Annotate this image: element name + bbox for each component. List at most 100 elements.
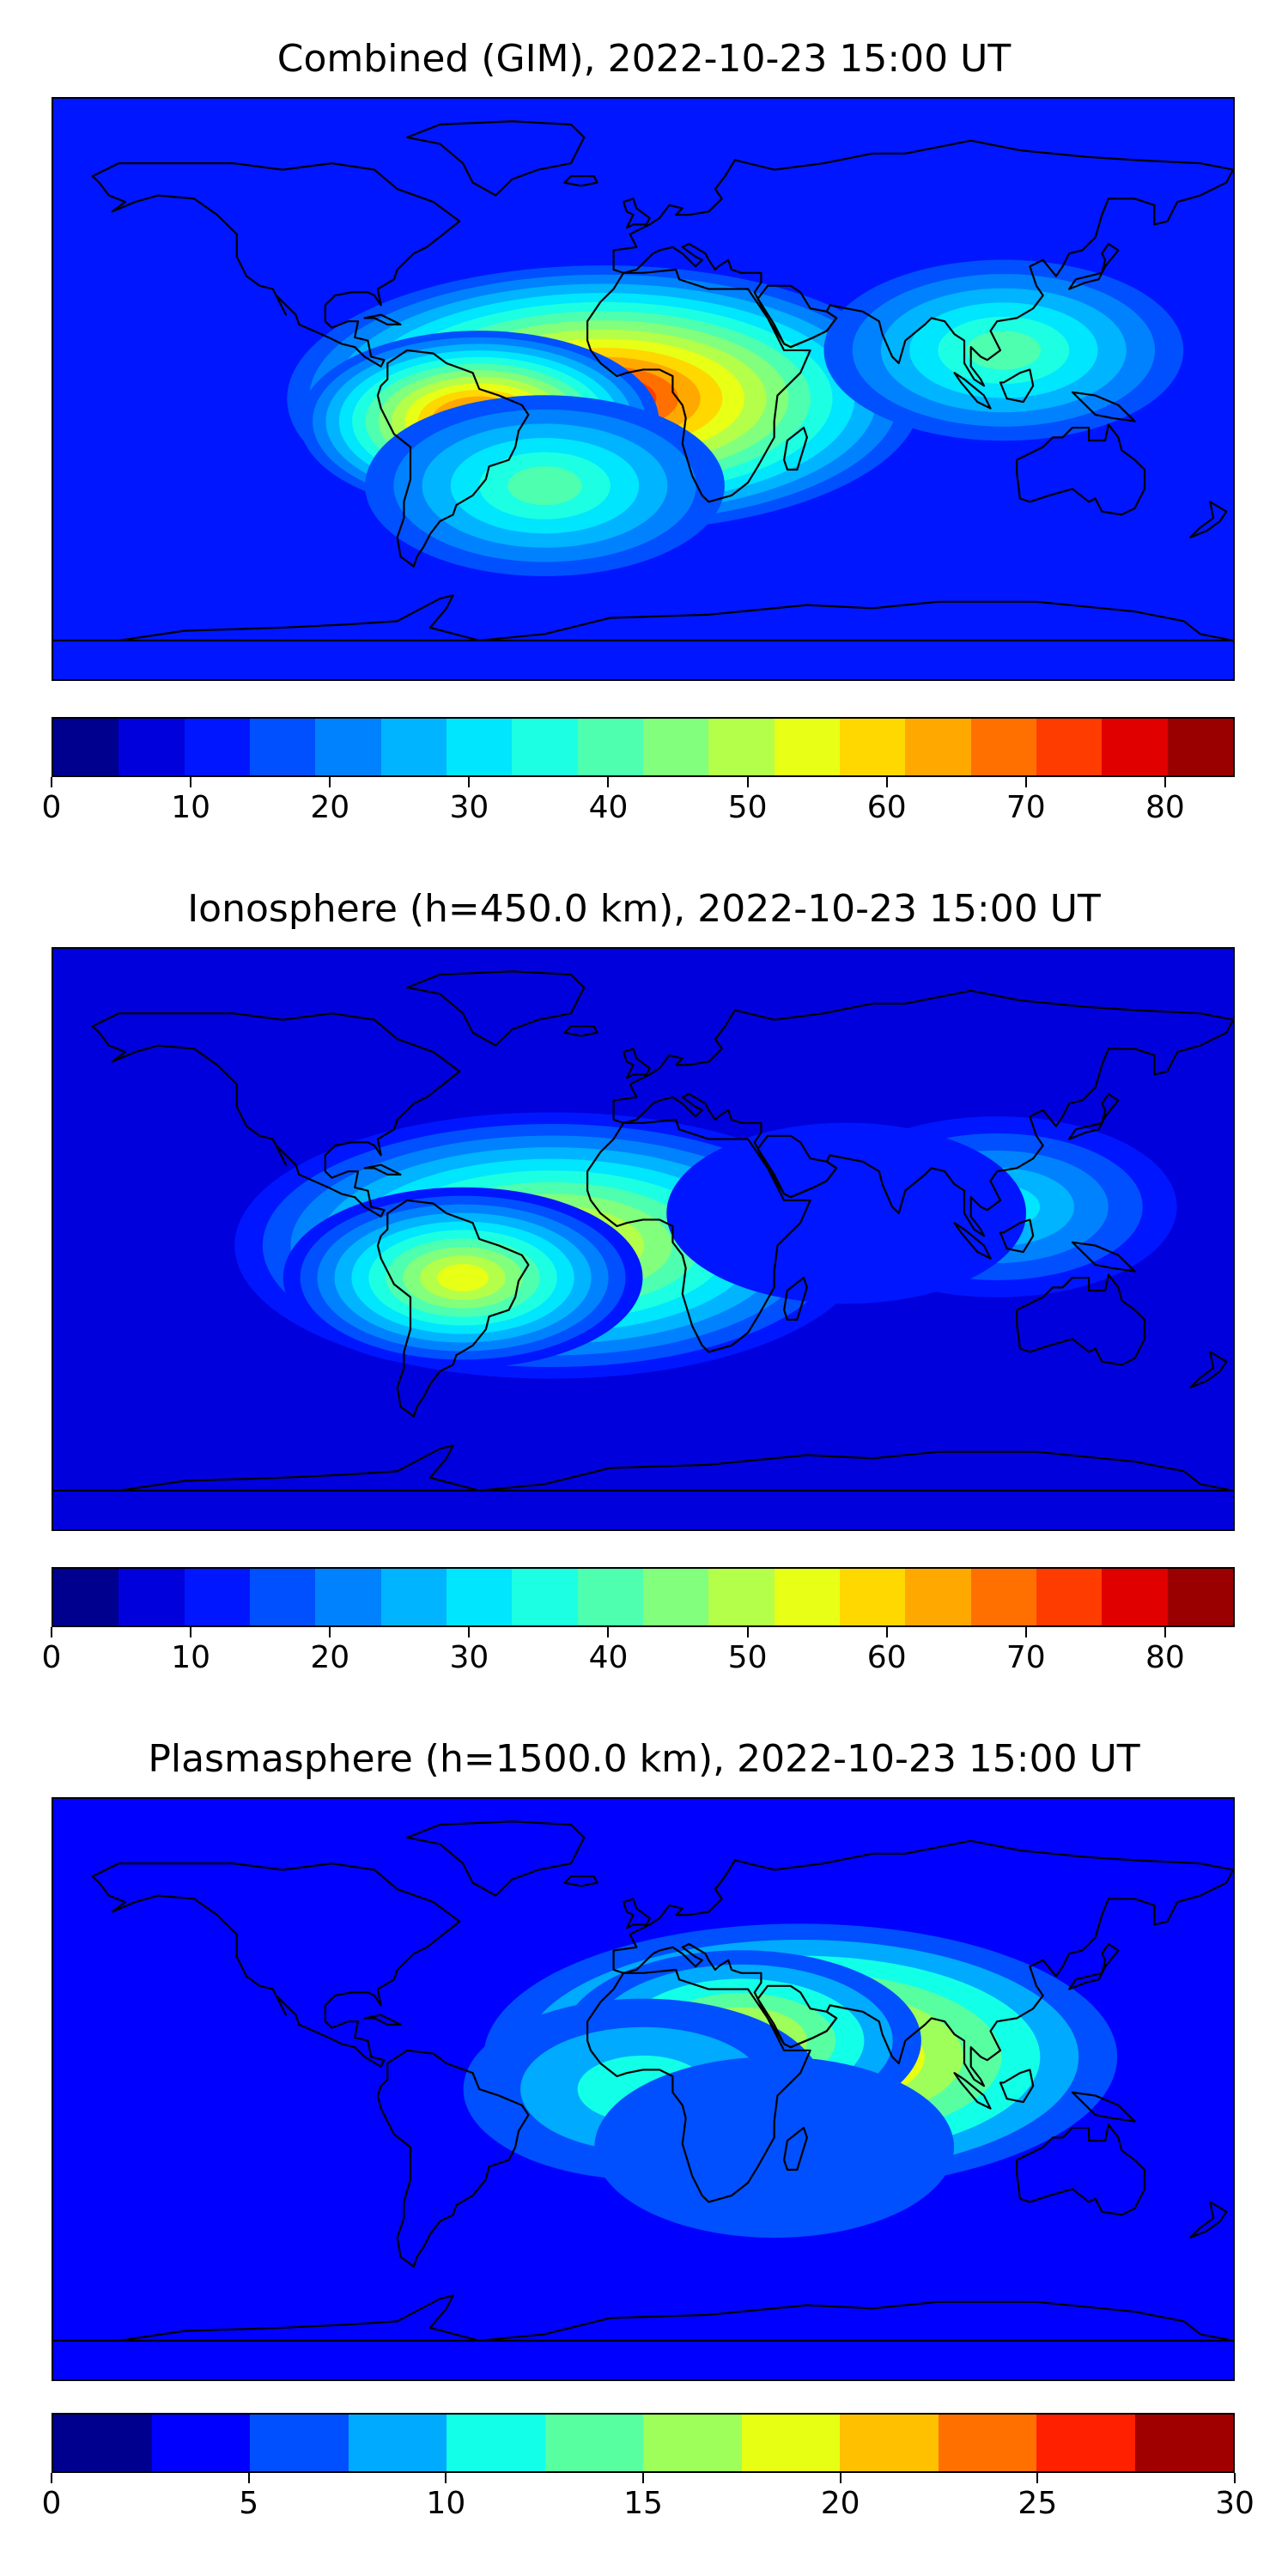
colorbar-tick xyxy=(468,1627,471,1637)
coastline-south-america xyxy=(376,2049,530,2268)
colorbar-tick xyxy=(445,2473,447,2483)
coastline-north-america xyxy=(91,162,461,368)
colorbar-segment xyxy=(151,2415,250,2471)
colorbar-segment xyxy=(446,1569,513,1625)
colorbar-tick-label: 80 xyxy=(1145,790,1185,825)
colorbar-segment xyxy=(512,719,578,775)
colorbar-segment xyxy=(643,2415,742,2471)
coastline-greenland xyxy=(406,1820,586,1897)
colorbar-segment xyxy=(708,719,775,775)
colorbar-tick-label: 0 xyxy=(41,1640,62,1675)
coastline-madagascar xyxy=(783,426,808,471)
colorbar-segment xyxy=(774,719,840,775)
colorbar-tick-label: 20 xyxy=(820,2486,860,2521)
colorbar-segment xyxy=(53,1569,119,1625)
colorbar-segment xyxy=(250,2415,349,2471)
chart-title: Combined (GIM), 2022-10-23 15:00 UT xyxy=(276,37,1012,81)
colorbar xyxy=(52,717,1235,777)
tec-map xyxy=(52,947,1235,1531)
coastline-greenland xyxy=(406,970,586,1047)
coastline-south-america xyxy=(376,1199,530,1418)
colorbar-tick xyxy=(885,777,888,787)
coastline-sumatra xyxy=(953,372,992,410)
colorbar-tick-label: 5 xyxy=(239,2486,259,2521)
colorbar-segment xyxy=(774,1569,840,1625)
coastline-australia xyxy=(1016,1273,1146,1366)
contour-level xyxy=(966,331,1042,370)
colorbar-tick xyxy=(746,777,749,787)
colorbar-segment xyxy=(905,719,971,775)
map-svg xyxy=(53,99,1233,679)
colorbar-tick-label: 50 xyxy=(727,1640,768,1675)
coastline-cuba xyxy=(363,2014,402,2026)
colorbar-segment xyxy=(839,719,906,775)
colorbar-segment xyxy=(118,1569,185,1625)
coastline-australia xyxy=(1016,2123,1146,2216)
colorbar-segment xyxy=(577,719,643,775)
colorbar-tick xyxy=(642,2473,644,2483)
colorbar-tick xyxy=(247,2473,250,2483)
coastline-japan xyxy=(1068,1942,1120,1990)
coastline-eurasia xyxy=(612,1839,1233,2087)
colorbar-segment xyxy=(380,1569,447,1625)
chart-title: Plasmasphere (h=1500.0 km), 2022-10-23 1… xyxy=(148,1737,1140,1781)
coastline-uk xyxy=(622,1898,651,1929)
contour-level xyxy=(507,466,582,506)
colorbar-tick-label: 30 xyxy=(449,790,489,825)
coastline-borneo xyxy=(999,2069,1035,2104)
coastline-north-america xyxy=(91,1012,461,1218)
colorbar-segment xyxy=(938,2415,1036,2471)
coastline-borneo xyxy=(999,368,1035,404)
colorbar-tick xyxy=(468,777,471,787)
coastline-iceland xyxy=(563,1875,598,1887)
colorbar-segment xyxy=(1134,2415,1233,2471)
coastline-africa xyxy=(586,268,811,503)
colorbar-tick-label: 0 xyxy=(41,2486,62,2521)
colorbar xyxy=(52,2413,1235,2473)
colorbar-tick-label: 10 xyxy=(171,1640,211,1675)
coastline-japan xyxy=(1068,1092,1120,1140)
colorbar-tick xyxy=(51,1627,52,1637)
coastline-iceland xyxy=(563,1025,598,1037)
colorbar-segment xyxy=(53,2415,152,2471)
colorbar-tick-label: 70 xyxy=(1005,790,1046,825)
colorbar-segment xyxy=(53,719,119,775)
coastline-greenland xyxy=(406,120,586,197)
coastline-africa xyxy=(586,1968,811,2203)
coastline-new-zealand xyxy=(1189,1351,1228,1388)
colorbar-tick-label: 40 xyxy=(588,1640,629,1675)
coastlines xyxy=(53,970,1233,1492)
colorbar-ticks: 0 5 10 15 20 25 30 xyxy=(42,2473,1255,2524)
colorbar-tick-label: 60 xyxy=(866,1640,907,1675)
colorbar-segment xyxy=(447,2415,545,2471)
colorbar-segment xyxy=(249,1569,316,1625)
coastline-antarctica xyxy=(53,2294,1233,2342)
contour-level xyxy=(594,2057,955,2238)
colorbar-tick xyxy=(1036,2473,1039,2483)
colorbar-segment xyxy=(741,2415,840,2471)
coastline-arabia xyxy=(756,284,838,349)
colorbar-tick xyxy=(1234,2473,1236,2483)
colorbar-segment xyxy=(249,719,316,775)
colorbar-tick-label: 20 xyxy=(310,1640,350,1675)
tec-region-madagascar-low xyxy=(594,2057,955,2238)
colorbar-segment xyxy=(1036,719,1103,775)
tec-map xyxy=(52,1797,1235,2381)
colorbar-segment xyxy=(1102,719,1168,775)
colorbar-segment xyxy=(315,719,381,775)
colorbar-segment xyxy=(642,719,709,775)
colorbar-tick xyxy=(607,777,610,787)
chart-title: Ionosphere (h=450.0 km), 2022-10-23 15:0… xyxy=(187,887,1101,931)
colorbar-tick-label: 25 xyxy=(1018,2486,1058,2521)
colorbar-segment xyxy=(839,1569,906,1625)
coastline-north-america xyxy=(91,1862,461,2068)
coastline-japan xyxy=(1068,242,1120,290)
contour-level xyxy=(666,1122,1027,1304)
tec-map xyxy=(52,97,1235,681)
colorbar-segment xyxy=(642,1569,709,1625)
colorbar-tick-label: 70 xyxy=(1005,1640,1046,1675)
coastline-cuba xyxy=(363,1163,402,1176)
colorbar-tick-label: 15 xyxy=(623,2486,663,2521)
colorbar-segment xyxy=(577,1569,643,1625)
colorbar-segment xyxy=(905,1569,971,1625)
